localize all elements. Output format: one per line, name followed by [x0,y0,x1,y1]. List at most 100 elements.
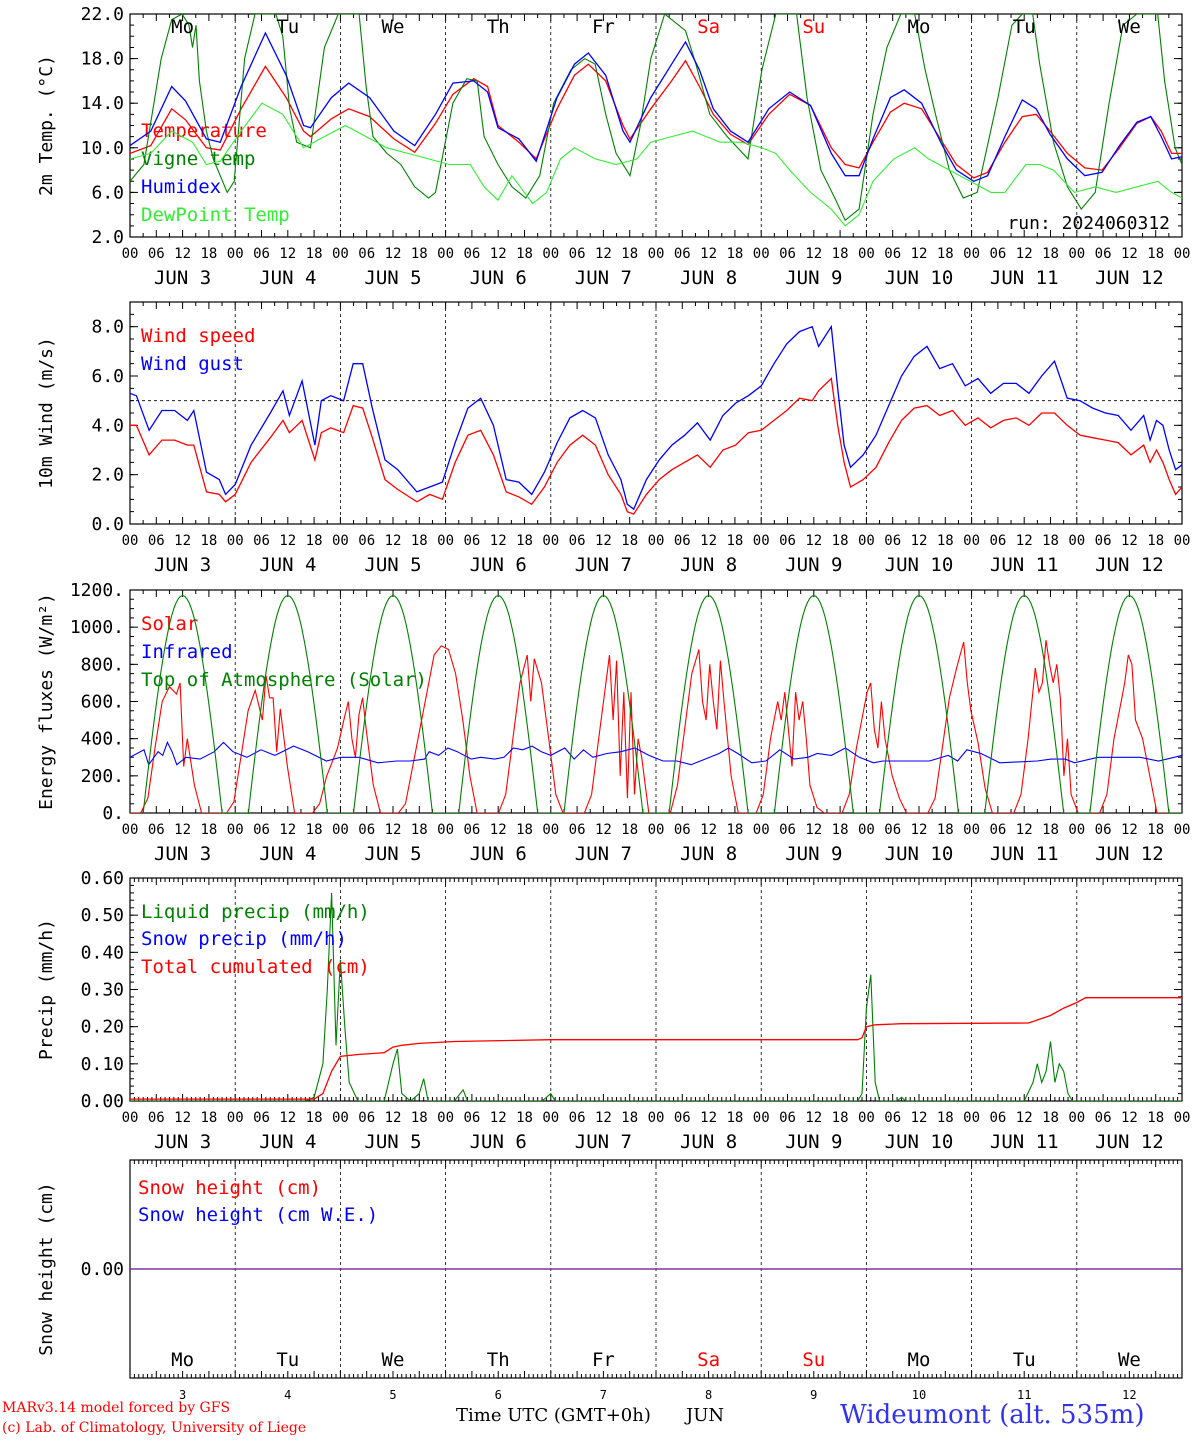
hour-label: 18 [937,822,954,838]
legend-label: Vigne temp [141,148,255,170]
hour-label: 18 [726,246,743,262]
y-tick-label: 0.50 [81,905,124,926]
hour-label: 00 [1068,533,1085,549]
date-label: JUN 10 [885,1131,954,1153]
hour-label: 00 [227,822,244,838]
date-label: JUN 5 [364,267,421,289]
y-tick-label: 0. [102,803,124,824]
hour-label: 12 [1016,533,1033,549]
hour-label: 18 [306,1110,323,1126]
hour-label: 18 [1147,822,1164,838]
y-tick-label: 14.0 [81,93,124,114]
hour-label: 06 [779,822,796,838]
date-label: JUN 7 [575,1131,632,1153]
hour-label: 06 [1095,246,1112,262]
station-title: Wideumont (alt. 535m) [840,1400,1145,1430]
date-label: JUN 12 [1095,267,1164,289]
y-tick-label: 18.0 [81,49,124,70]
date-label: JUN 9 [785,1131,842,1153]
weekday-label: Th [487,16,510,38]
hour-label: 00 [542,822,559,838]
date-label: JUN 3 [154,554,211,576]
hour-label: 06 [674,822,691,838]
date-label: JUN 8 [680,1131,737,1153]
weekday-label: Su [802,16,825,38]
hour-label: 12 [279,246,296,262]
y-tick-label: 4.0 [91,415,124,436]
hour-label: 00 [753,533,770,549]
legend-label: Snow precip (mm/h) [141,928,347,950]
hour-label: 12 [911,1110,928,1126]
hour-label: 18 [200,822,217,838]
hour-label: 06 [463,246,480,262]
x-tick-marks [129,302,1183,524]
hour-label: 18 [621,533,638,549]
hour-label: 06 [989,1110,1006,1126]
hour-label: 06 [989,822,1006,838]
hour-label: 12 [174,822,191,838]
date-label: JUN 12 [1095,554,1164,576]
hour-label: 00 [122,1110,139,1126]
hour-label: 00 [858,1110,875,1126]
hour-label: 18 [516,246,533,262]
day-number: 3 [179,1388,186,1402]
legend-label: Total cumulated (cm) [141,956,370,978]
hour-label: 06 [989,533,1006,549]
hour-label: 18 [832,246,849,262]
date-label: JUN 6 [470,267,527,289]
hour-label: 00 [963,246,980,262]
hour-label: 18 [200,533,217,549]
hour-label: 12 [385,822,402,838]
hour-label: 18 [200,246,217,262]
hour-label: 12 [1016,1110,1033,1126]
y-tick-label: 600. [81,692,124,713]
weekday-label: Fr [592,1349,615,1371]
date-label: JUN 6 [470,1131,527,1153]
hour-label: 06 [569,822,586,838]
series-line-1 [130,377,1182,515]
hour-label: 18 [1042,246,1059,262]
date-label: JUN 12 [1095,843,1164,865]
hour-label: 18 [1147,246,1164,262]
hour-label: 12 [174,533,191,549]
hour-label: 00 [332,533,349,549]
hour-label: 00 [963,822,980,838]
date-label: JUN 10 [885,843,954,865]
y-axis-label: Precip (mm/h) [36,919,57,1060]
day-number: 6 [495,1388,502,1402]
hour-label: 12 [911,533,928,549]
hour-label: 06 [148,533,165,549]
date-label: JUN 5 [364,1131,421,1153]
weekday-label: Th [487,1349,510,1371]
plot-frame [129,589,1183,814]
hour-label: 12 [911,246,928,262]
y-axis-label: 10m Wind (m/s) [36,337,57,489]
y-tick-label: 6.0 [91,366,124,387]
hour-label: 12 [700,246,717,262]
weekday-label: Sa [697,1349,720,1371]
day-number: 7 [600,1388,607,1402]
y-tick-label: 0.60 [81,868,124,889]
weekday-label: Sa [697,16,720,38]
y-axis-label: Energy fluxes (W/m²) [36,593,57,810]
hour-label: 06 [884,246,901,262]
hour-label: 12 [385,246,402,262]
hour-label: 18 [726,1110,743,1126]
y-tick-label: 400. [81,729,124,750]
hour-label: 18 [937,246,954,262]
hour-label: 00 [963,1110,980,1126]
hour-label: 12 [490,1110,507,1126]
series-line-4 [130,102,1182,227]
hour-label: 12 [279,533,296,549]
credit-model: MARv3.14 model forced by GFS [2,1400,231,1416]
hour-label: 06 [358,1110,375,1126]
date-label: JUN 3 [154,1131,211,1153]
hour-label: 12 [595,533,612,549]
date-label: JUN 9 [785,554,842,576]
hour-label: 00 [542,533,559,549]
date-label: JUN 8 [680,267,737,289]
x-axis-label: Time UTC (GMT+0h) [456,1405,651,1426]
hour-label: 12 [174,246,191,262]
hour-label: 00 [858,822,875,838]
